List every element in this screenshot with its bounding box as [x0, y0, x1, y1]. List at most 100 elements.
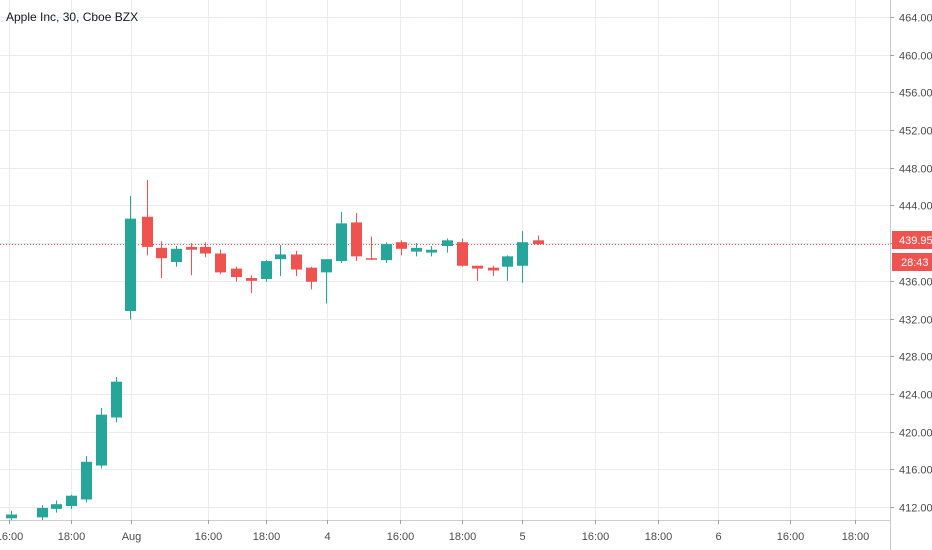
candle: [186, 243, 197, 276]
y-tick-label: 464.00: [899, 13, 932, 25]
x-tick-label: 5: [519, 531, 525, 543]
y-tick-label: 416.00: [899, 465, 932, 477]
candle-body: [186, 246, 197, 250]
last-price-label: 439.95: [899, 235, 932, 247]
grid: [0, 0, 890, 520]
y-tick-label: 428.00: [899, 352, 932, 364]
candle-body: [381, 244, 392, 261]
y-tick-label: 432.00: [899, 315, 932, 327]
candle-body: [533, 240, 544, 245]
x-tick-label: 16:00: [777, 531, 805, 543]
candle-body: [81, 461, 92, 500]
candle-body: [457, 242, 468, 266]
countdown-label: 28:43: [901, 257, 929, 269]
x-tick-label: 6: [715, 531, 721, 543]
candle-body: [336, 223, 347, 262]
y-tick-label: 424.00: [899, 390, 932, 402]
chart-title: Apple Inc, 30, Cboe BZX: [6, 10, 138, 24]
candle: [517, 230, 528, 283]
candle: [321, 259, 332, 304]
x-tick-label: 16:00: [582, 531, 610, 543]
candle-body: [171, 248, 182, 262]
candle: [291, 250, 302, 277]
candle-body: [111, 381, 122, 418]
y-tick-label: 412.00: [899, 503, 932, 515]
candle-body: [396, 242, 407, 249]
last-price-tag: [892, 231, 932, 249]
candle-body: [366, 258, 377, 260]
candle-body: [275, 254, 286, 260]
price-tags: 439.95 28:43: [892, 231, 932, 271]
candle: [261, 260, 272, 282]
x-tick-label: Aug: [122, 531, 142, 543]
candle-body: [517, 242, 528, 266]
candle: [246, 275, 257, 294]
candle-body: [6, 514, 17, 519]
candle: [336, 212, 347, 263]
x-tick-label: 18:00: [645, 531, 673, 543]
candle: [171, 245, 182, 267]
candle: [6, 510, 17, 522]
candle: [200, 242, 211, 258]
candle: [51, 500, 62, 513]
x-tick-label: 16:00: [387, 531, 415, 543]
candle: [306, 266, 317, 290]
candle-body: [321, 259, 332, 273]
candle: [37, 505, 48, 521]
y-tick-label: 444.00: [899, 201, 932, 213]
candle: [111, 376, 122, 423]
candle-body: [66, 495, 77, 507]
y-tick-label: 436.00: [899, 277, 932, 289]
candle-body: [488, 267, 499, 271]
y-tick-label: 452.00: [899, 126, 932, 138]
candle: [426, 245, 437, 257]
candle: [215, 249, 226, 275]
candle-body: [246, 278, 257, 281]
candle: [81, 456, 92, 503]
candle: [351, 213, 362, 262]
candle-body: [442, 240, 453, 246]
candle: [442, 238, 453, 253]
y-tick-label: 448.00: [899, 164, 932, 176]
candle: [275, 245, 286, 277]
candle: [366, 236, 377, 261]
y-tick-label: 420.00: [899, 428, 932, 440]
candle-body: [96, 414, 107, 466]
time-axis[interactable]: 16:00 18:00 Aug 16:00 18:00 4 16:00 18:00 5 16:00…: [0, 520, 869, 543]
candle-body: [351, 222, 362, 257]
candle: [156, 241, 167, 279]
candle-body: [142, 216, 153, 247]
y-tick-label: 460.00: [899, 51, 932, 63]
candle-body: [502, 256, 513, 267]
candle-body: [125, 218, 136, 311]
x-tick-label: 18:00: [253, 531, 281, 543]
x-tick-label: 18:00: [449, 531, 477, 543]
candle-body: [231, 268, 242, 278]
candle: [125, 196, 136, 320]
candle-body: [472, 265, 483, 269]
candle-body: [215, 253, 226, 273]
candle-body: [411, 247, 422, 252]
x-tick-label: 16:00: [195, 531, 223, 543]
candle: [533, 235, 544, 246]
candle: [502, 255, 513, 281]
countdown-tag: [892, 253, 932, 271]
candle: [231, 266, 242, 282]
candle: [66, 494, 77, 509]
x-tick-label: 18:00: [842, 531, 870, 543]
candle-body: [306, 267, 317, 282]
x-tick-label: 4: [324, 531, 330, 543]
candle: [472, 265, 483, 281]
x-tick-label: 18:00: [58, 531, 86, 543]
candle: [488, 265, 499, 277]
candle-body: [426, 249, 437, 253]
candle-body: [156, 247, 167, 259]
candle: [396, 240, 407, 256]
candle: [457, 238, 468, 267]
candles: [6, 180, 544, 522]
x-tick-label: 16:00: [0, 531, 23, 543]
candle: [381, 242, 392, 263]
candle-body: [291, 254, 302, 270]
candle-body: [200, 246, 211, 254]
